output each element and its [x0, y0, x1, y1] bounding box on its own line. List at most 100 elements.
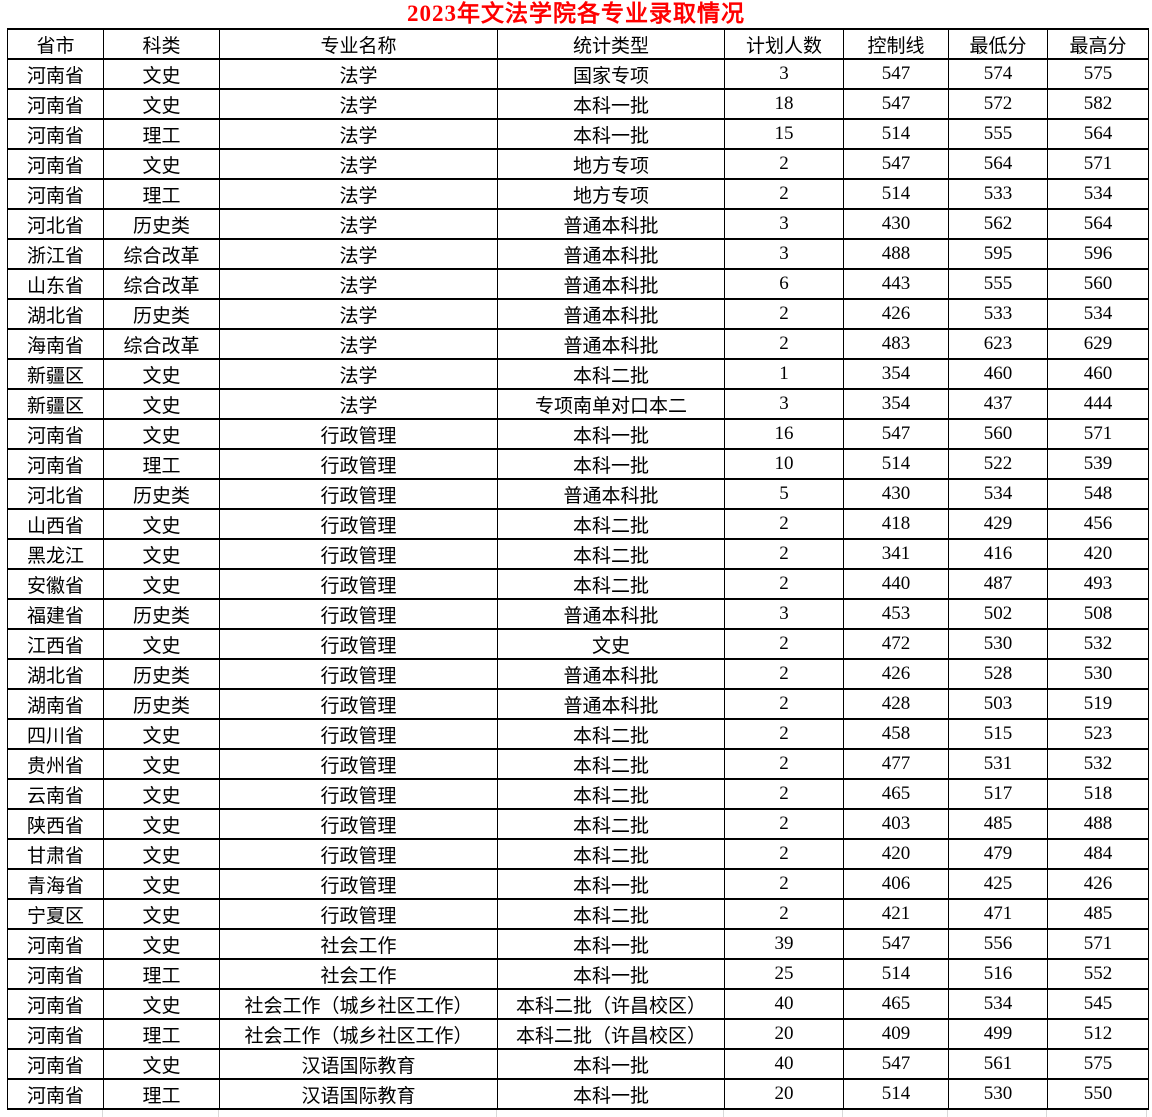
table-cell: 专项南单对口本二 [497, 388, 725, 420]
table-cell: 行政管理 [219, 748, 498, 780]
table-row: 河南省 文史 法学 国家专项 3 547 574 575 [7, 58, 1149, 90]
table-cell: 2 [724, 178, 844, 210]
table-row: 河南省 文史 社会工作 本科一批 39 547 556 571 [7, 928, 1149, 960]
table-cell: 河南省 [7, 988, 104, 1020]
table-cell: 历史类 [103, 658, 220, 690]
table-cell: 465 [843, 988, 949, 1020]
table-cell: 行政管理 [219, 598, 498, 630]
table-cell: 2 [724, 718, 844, 750]
table-cell: 文史 [497, 628, 725, 660]
table-cell: 2 [724, 778, 844, 810]
gridline-cell [1047, 1110, 1147, 1117]
table-cell: 普通本科批 [497, 298, 725, 330]
table-cell: 本科二批（许昌校区） [497, 1018, 725, 1050]
table-row: 河南省 理工 社会工作 本科一批 25 514 516 552 [7, 958, 1149, 990]
table-cell: 416 [948, 538, 1048, 570]
table-cell: 472 [843, 628, 949, 660]
table-cell: 本科二批 [497, 778, 725, 810]
table-cell: 历史类 [103, 688, 220, 720]
table-row: 河南省 理工 法学 地方专项 2 514 533 534 [7, 178, 1149, 210]
table-cell: 2 [724, 148, 844, 180]
table-cell: 汉语国际教育 [219, 1078, 498, 1110]
table-cell: 新疆区 [7, 358, 104, 390]
table-cell: 文史 [103, 508, 220, 540]
table-cell: 历史类 [103, 598, 220, 630]
table-cell: 行政管理 [219, 448, 498, 480]
table-row: 河南省 文史 法学 本科一批 18 547 572 582 [7, 88, 1149, 120]
table-cell: 本科一批 [497, 868, 725, 900]
table-cell: 理工 [103, 448, 220, 480]
table-cell: 历史类 [103, 298, 220, 330]
table-cell: 湖北省 [7, 298, 104, 330]
table-cell: 428 [843, 688, 949, 720]
table-row: 贵州省 文史 行政管理 本科二批 2 477 531 532 [7, 748, 1149, 780]
table-cell: 2 [724, 568, 844, 600]
table-cell: 403 [843, 808, 949, 840]
table-cell: 文史 [103, 988, 220, 1020]
table-row: 河南省 理工 汉语国际教育 本科一批 20 514 530 550 [7, 1078, 1149, 1110]
table-cell: 湖南省 [7, 688, 104, 720]
table-cell: 534 [1047, 298, 1149, 330]
table-cell: 2 [724, 748, 844, 780]
table-row: 河南省 理工 法学 本科一批 15 514 555 564 [7, 118, 1149, 150]
table-cell: 560 [1047, 268, 1149, 300]
table-cell: 555 [948, 268, 1048, 300]
table-cell: 487 [948, 568, 1048, 600]
table-cell: 421 [843, 898, 949, 930]
table-cell: 539 [1047, 448, 1149, 480]
table-cell: 595 [948, 238, 1048, 270]
table-cell: 法学 [219, 358, 498, 390]
table-cell: 历史类 [103, 208, 220, 240]
table-cell: 6 [724, 268, 844, 300]
table-cell: 514 [843, 118, 949, 150]
table-cell: 548 [1047, 478, 1149, 510]
table-cell: 文史 [103, 838, 220, 870]
table-cell: 本科二批（许昌校区） [497, 988, 725, 1020]
table-cell: 547 [843, 148, 949, 180]
table-cell: 河南省 [7, 58, 104, 90]
table-cell: 湖北省 [7, 658, 104, 690]
table-cell: 528 [948, 658, 1048, 690]
column-header-max-score: 最高分 [1047, 28, 1149, 60]
table-cell: 2 [724, 508, 844, 540]
table-cell: 法学 [219, 268, 498, 300]
table-cell: 江西省 [7, 628, 104, 660]
table-cell: 534 [948, 988, 1048, 1020]
table-cell: 普通本科批 [497, 208, 725, 240]
table-cell: 本科二批 [497, 508, 725, 540]
table-cell: 理工 [103, 1018, 220, 1050]
table-cell: 本科一批 [497, 88, 725, 120]
table-cell: 文史 [103, 358, 220, 390]
table-cell: 安徽省 [7, 568, 104, 600]
table-cell: 564 [1047, 208, 1149, 240]
table-cell: 历史类 [103, 478, 220, 510]
table-cell: 地方专项 [497, 148, 725, 180]
gridline-cell [219, 1110, 497, 1117]
table-cell: 572 [948, 88, 1048, 120]
table-cell: 39 [724, 928, 844, 960]
table-row: 陕西省 文史 行政管理 本科二批 2 403 485 488 [7, 808, 1149, 840]
table-cell: 40 [724, 988, 844, 1020]
table-cell: 2 [724, 898, 844, 930]
table-cell: 3 [724, 58, 844, 90]
table-row: 黑龙江 文史 行政管理 本科二批 2 341 416 420 [7, 538, 1149, 570]
table-cell: 552 [1047, 958, 1149, 990]
table-cell: 本科二批 [497, 718, 725, 750]
table-cell: 429 [948, 508, 1048, 540]
table-cell: 523 [1047, 718, 1149, 750]
table-cell: 理工 [103, 118, 220, 150]
table-cell: 文史 [103, 148, 220, 180]
table-cell: 文史 [103, 928, 220, 960]
table-cell: 514 [843, 1078, 949, 1110]
table-row: 浙江省 综合改革 法学 普通本科批 3 488 595 596 [7, 238, 1149, 270]
table-row: 河北省 历史类 行政管理 普通本科批 5 430 534 548 [7, 478, 1149, 510]
table-cell: 409 [843, 1018, 949, 1050]
table-cell: 533 [948, 298, 1048, 330]
table-cell: 本科二批 [497, 568, 725, 600]
column-header-subject-category: 科类 [103, 28, 220, 60]
table-row: 河南省 文史 汉语国际教育 本科一批 40 547 561 575 [7, 1048, 1149, 1080]
table-cell: 行政管理 [219, 478, 498, 510]
table-cell: 571 [1047, 928, 1149, 960]
table-cell: 532 [1047, 628, 1149, 660]
table-cell: 15 [724, 118, 844, 150]
